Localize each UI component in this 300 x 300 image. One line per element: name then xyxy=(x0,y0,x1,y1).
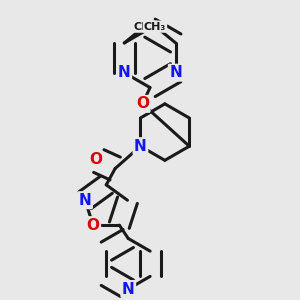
Text: CH₃: CH₃ xyxy=(144,22,166,32)
Text: O: O xyxy=(89,152,102,167)
Text: N: N xyxy=(118,65,130,80)
Text: CH₃: CH₃ xyxy=(134,22,156,32)
Text: N: N xyxy=(122,281,135,296)
Text: O: O xyxy=(136,96,149,111)
Text: O: O xyxy=(87,218,100,232)
Text: N: N xyxy=(134,139,147,154)
Text: N: N xyxy=(169,65,182,80)
Text: N: N xyxy=(79,193,92,208)
